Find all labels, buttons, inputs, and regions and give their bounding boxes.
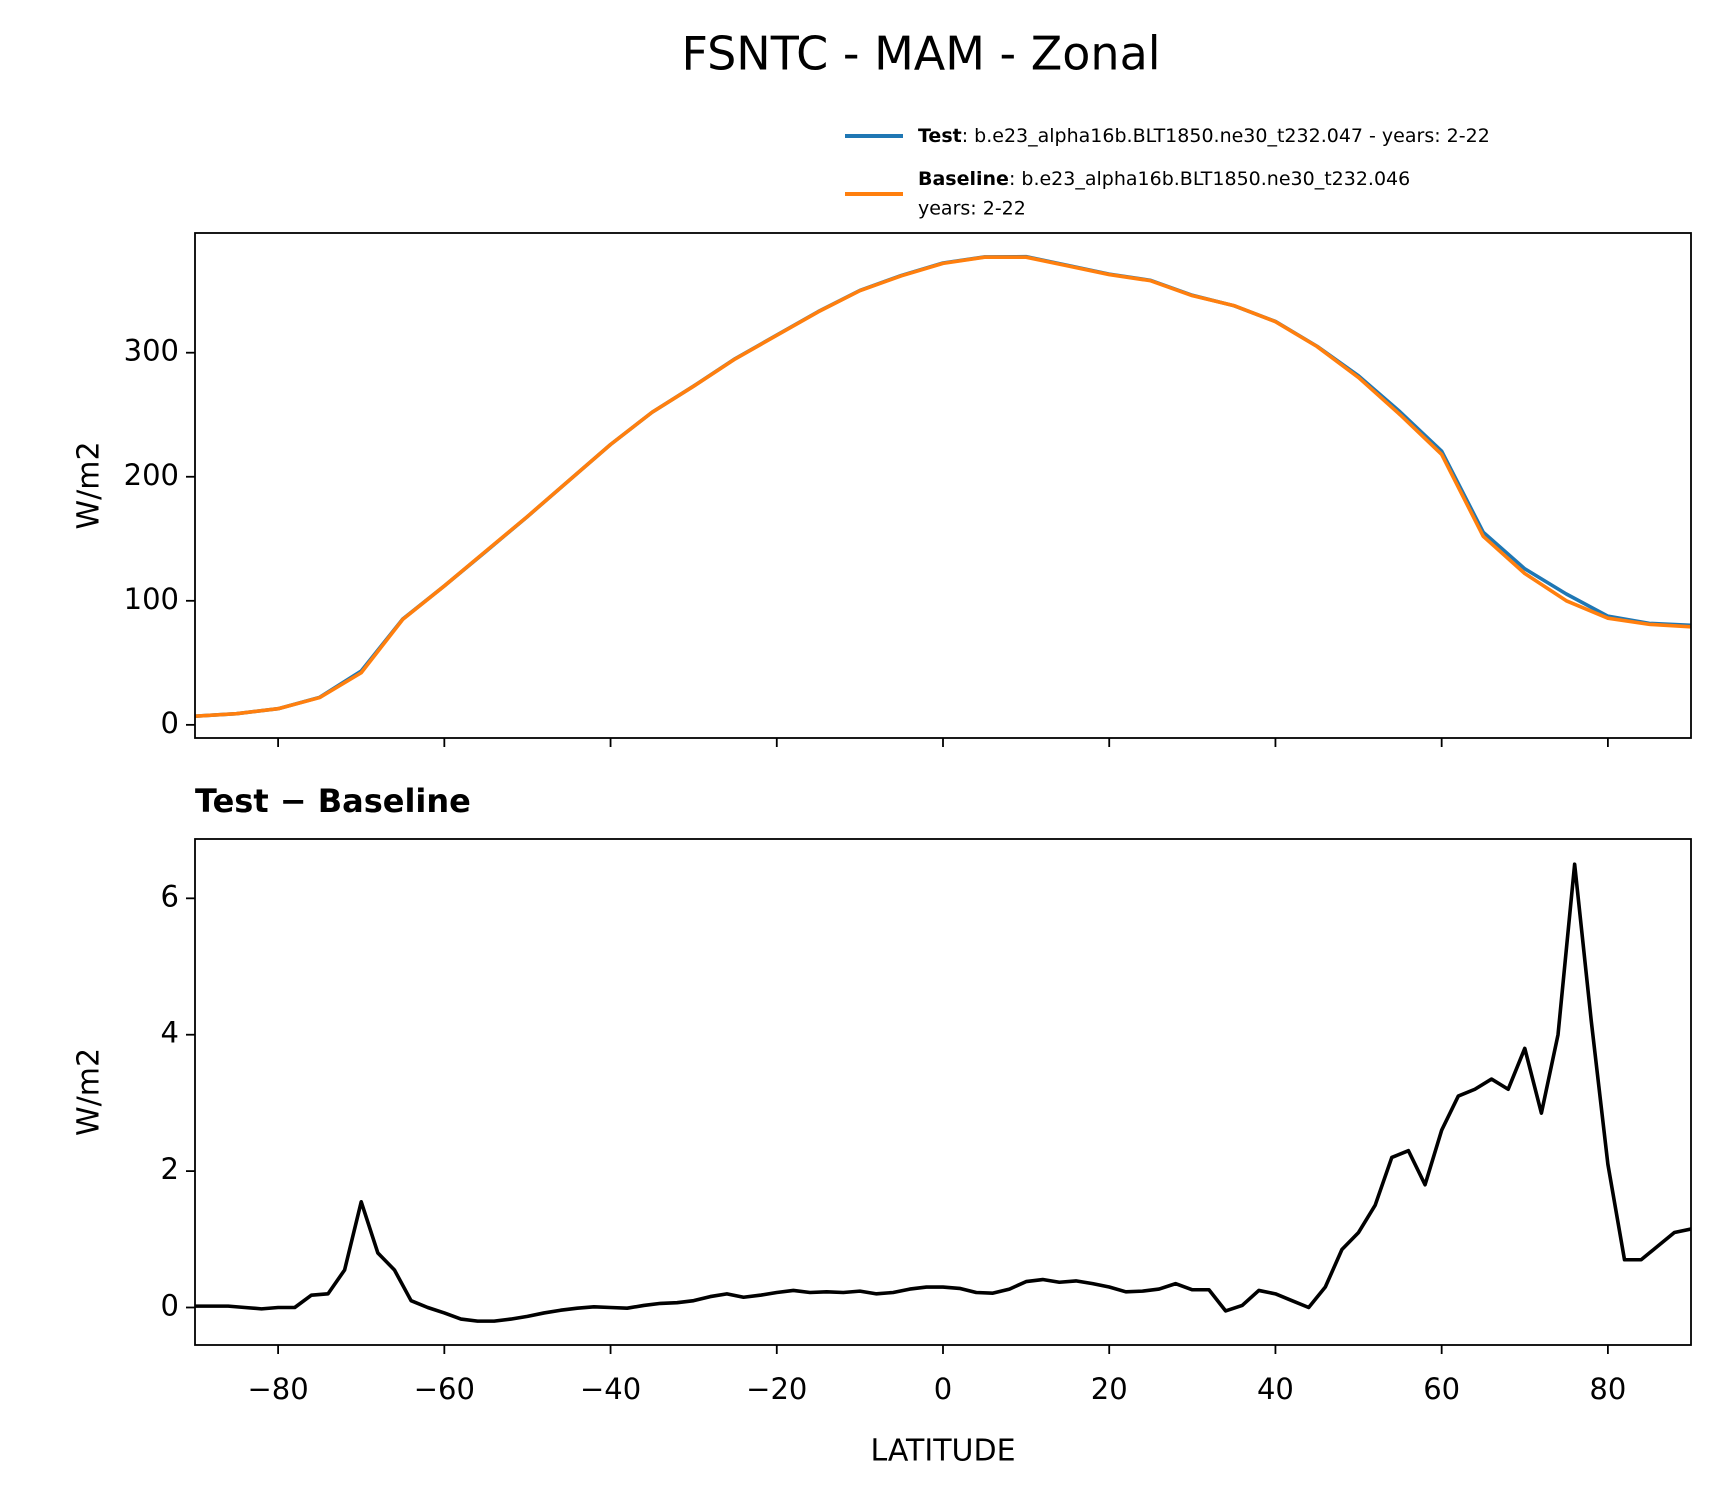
y-tick-label: 300 <box>124 334 179 368</box>
legend-entry: Baseline: b.e23_alpha16b.BLT1850.ne30_t2… <box>918 168 1410 190</box>
y-tick-label: 200 <box>124 458 179 492</box>
panel-title: Test − Baseline <box>195 782 471 820</box>
legend-name: Baseline <box>918 168 1009 190</box>
series-line <box>195 862 1691 1323</box>
y-axis-label: W/m2 <box>72 1048 107 1136</box>
x-tick-label: 60 <box>1423 1372 1460 1406</box>
y-tick-label: 4 <box>161 1016 179 1050</box>
legend-name: Test <box>918 125 962 147</box>
x-tick-label: 0 <box>934 1372 952 1406</box>
series-line <box>195 254 1691 718</box>
x-tick-label: −80 <box>248 1372 309 1406</box>
x-tick-label: −40 <box>580 1372 641 1406</box>
legend-description: years: 2-22 <box>918 198 1026 220</box>
legend-entry: Test: b.e23_alpha16b.BLT1850.ne30_t232.0… <box>918 125 1490 147</box>
x-tick-label: −60 <box>414 1372 475 1406</box>
legend-description: : b.e23_alpha16b.BLT1850.ne30_t232.047 -… <box>962 125 1490 147</box>
x-tick-label: 20 <box>1091 1372 1128 1406</box>
figure-title: FSNTC - MAM - Zonal <box>681 27 1160 81</box>
series-line <box>195 255 1691 718</box>
y-tick-label: 0 <box>161 706 179 740</box>
y-tick-label: 2 <box>161 1152 179 1186</box>
plot-frame <box>194 232 1692 739</box>
x-tick-label: 40 <box>1257 1372 1294 1406</box>
x-tick-label: 80 <box>1589 1372 1626 1406</box>
x-tick-label: −20 <box>746 1372 807 1406</box>
y-axis-label: W/m2 <box>72 441 107 529</box>
legend-description: : b.e23_alpha16b.BLT1850.ne30_t232.046 <box>1009 168 1410 190</box>
y-tick-label: 100 <box>124 582 179 616</box>
y-tick-label: 6 <box>161 879 179 913</box>
y-tick-label: 0 <box>161 1288 179 1322</box>
x-axis-label: LATITUDE <box>870 1434 1015 1469</box>
plot-frame <box>194 838 1692 1346</box>
